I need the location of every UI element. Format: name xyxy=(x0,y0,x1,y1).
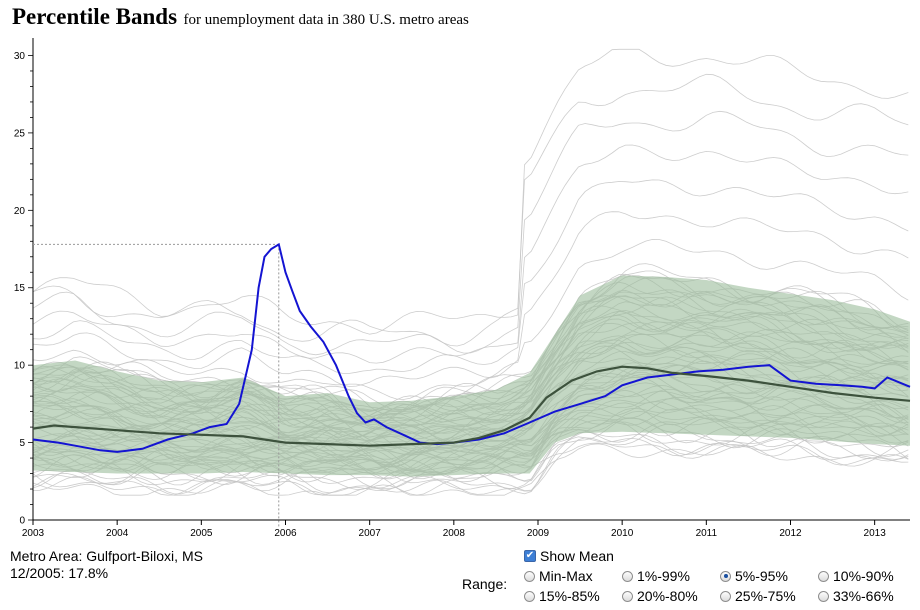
radio-unselected-icon[interactable] xyxy=(524,590,535,602)
radio-unselected-icon[interactable] xyxy=(818,590,829,602)
x-tick-label: 2010 xyxy=(611,528,634,539)
x-tick-label: 2011 xyxy=(696,528,718,539)
metro-line xyxy=(32,179,909,374)
range-option-15-85[interactable]: 15%-85% xyxy=(524,588,600,604)
y-tick-label: 30 xyxy=(14,51,26,62)
range-option-label: 15%-85% xyxy=(539,588,600,604)
radio-unselected-icon[interactable] xyxy=(622,590,633,602)
radio-selected-icon[interactable] xyxy=(720,570,731,582)
radio-unselected-icon[interactable] xyxy=(720,590,731,602)
radio-unselected-icon[interactable] xyxy=(524,570,535,582)
percentile-band xyxy=(33,275,910,477)
range-option-label: 20%-80% xyxy=(637,588,698,604)
metro-line xyxy=(32,443,909,496)
percentile-band-chart[interactable]: 2003 2004 2005 2006 2007 2008 2009 2010 2011 2012… xyxy=(0,0,920,545)
show-mean-label: Show Mean xyxy=(540,548,614,564)
highlighted-metro-line[interactable] xyxy=(32,242,911,453)
metro-line xyxy=(32,431,909,495)
x-tick-label: 2003 xyxy=(22,528,45,539)
metro-line xyxy=(32,48,909,335)
range-option-label: 10%-90% xyxy=(833,568,894,584)
metro-line xyxy=(32,110,909,356)
y-tick-label: 10 xyxy=(14,361,26,372)
show-mean-toggle[interactable]: ✔ Show Mean xyxy=(524,548,614,564)
axes: 2003 2004 2005 2006 2007 2008 2009 2010 2011 2012… xyxy=(14,38,910,539)
range-option-label: 5%-95% xyxy=(735,568,788,584)
info-panel: Metro Area: Gulfport-Biloxi, MS 12/2005:… xyxy=(10,548,203,582)
range-option-label: 1%-99% xyxy=(637,568,690,584)
radio-unselected-icon[interactable] xyxy=(818,570,829,582)
range-option-label: 25%-75% xyxy=(735,588,796,604)
range-option-1-99[interactable]: 1%-99% xyxy=(622,568,690,584)
x-tick-label: 2005 xyxy=(190,528,213,539)
chart-subtitle: for unemployment data in 380 U.S. metro … xyxy=(183,12,469,28)
crosshair xyxy=(33,243,280,528)
x-tick-label: 2013 xyxy=(864,528,887,539)
x-tick-label: 2009 xyxy=(527,528,550,539)
range-option-33-66[interactable]: 33%-66% xyxy=(818,588,894,604)
x-tick-label: 2007 xyxy=(359,528,382,539)
y-tick-label: 15 xyxy=(14,283,26,294)
hover-value-label: 12/2005: 17.8% xyxy=(10,565,109,581)
mean-line xyxy=(32,365,911,447)
metro-line xyxy=(32,436,909,496)
range-option-min-max[interactable]: Min-Max xyxy=(524,568,593,584)
range-option-20-80[interactable]: 20%-80% xyxy=(622,588,698,604)
y-tick-label: 0 xyxy=(19,516,25,527)
y-tick-label: 20 xyxy=(14,206,26,217)
metro-area-label: Metro Area: Gulfport-Biloxi, MS xyxy=(10,548,203,564)
x-tick-label: 2008 xyxy=(443,528,466,539)
range-option-label: Min-Max xyxy=(539,568,593,584)
checkbox-checked-icon[interactable]: ✔ xyxy=(524,550,536,562)
range-option-label: 33%-66% xyxy=(833,588,894,604)
metro-line xyxy=(32,437,909,496)
metro-line xyxy=(32,238,909,400)
chart-title: Percentile Bands xyxy=(12,4,178,29)
range-option-5-95[interactable]: 5%-95% xyxy=(720,568,788,584)
range-option-10-90[interactable]: 10%-90% xyxy=(818,568,894,584)
x-tick-label: 2012 xyxy=(779,528,802,539)
metro-line xyxy=(32,211,909,387)
metro-line xyxy=(32,73,909,347)
x-tick-label: 2006 xyxy=(274,528,297,539)
chart-header: Percentile Bands for unemployment data i… xyxy=(12,4,469,30)
range-option-25-75[interactable]: 25%-75% xyxy=(720,588,796,604)
y-tick-label: 25 xyxy=(14,128,26,139)
radio-unselected-icon[interactable] xyxy=(622,570,633,582)
x-tick-label: 2004 xyxy=(106,528,129,539)
range-label: Range: xyxy=(462,576,508,592)
metro-line xyxy=(32,144,909,364)
y-tick-label: 5 xyxy=(19,438,25,449)
